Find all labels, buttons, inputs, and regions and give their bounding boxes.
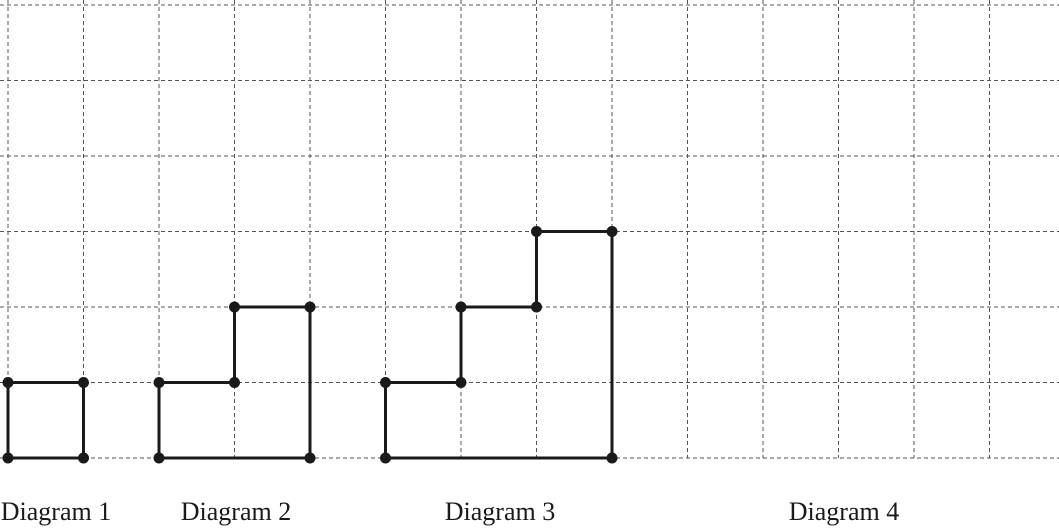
diagram-1-vertex-dot [78, 377, 89, 388]
diagram-2-vertex-dot [229, 301, 240, 313]
diagram-labels: Diagram 1 Diagram 2 Diagram 3 Diagram 4 [1, 497, 899, 526]
diagram-2-vertex-dot [153, 452, 165, 464]
diagram-3-outline [384, 230, 614, 460]
diagram-2-vertex-dot [304, 452, 316, 464]
diagram-2-vertex-dot [304, 301, 316, 313]
diagram-1-vertex-dot [78, 452, 89, 464]
diagram-1-label: Diagram 1 [1, 497, 111, 526]
diagram-3-vertex-dot [455, 301, 467, 313]
diagram-2-vertex-dot [153, 377, 165, 388]
diagram-3-label: Diagram 3 [445, 497, 555, 526]
diagram-3-vertex-dot [380, 452, 391, 464]
diagram-3-vertex-dot [531, 226, 542, 237]
diagram-2-vertex-dot [229, 377, 240, 388]
diagram-1-vertex-dot [2, 377, 14, 388]
diagram-3-vertex-dot [380, 377, 391, 388]
diagram-1-outline [6, 381, 85, 460]
diagram-3-vertex-dot [606, 452, 618, 464]
diagram-3-vertex-dot [531, 301, 542, 313]
diagram-3-vertex-dot [455, 377, 467, 388]
shapes [2, 226, 618, 464]
diagram-1-vertex-dot [2, 452, 14, 464]
diagram-3-vertex-dot [606, 226, 618, 237]
diagram-2-label: Diagram 2 [181, 497, 291, 526]
diagram-4-label: Diagram 4 [789, 497, 899, 526]
